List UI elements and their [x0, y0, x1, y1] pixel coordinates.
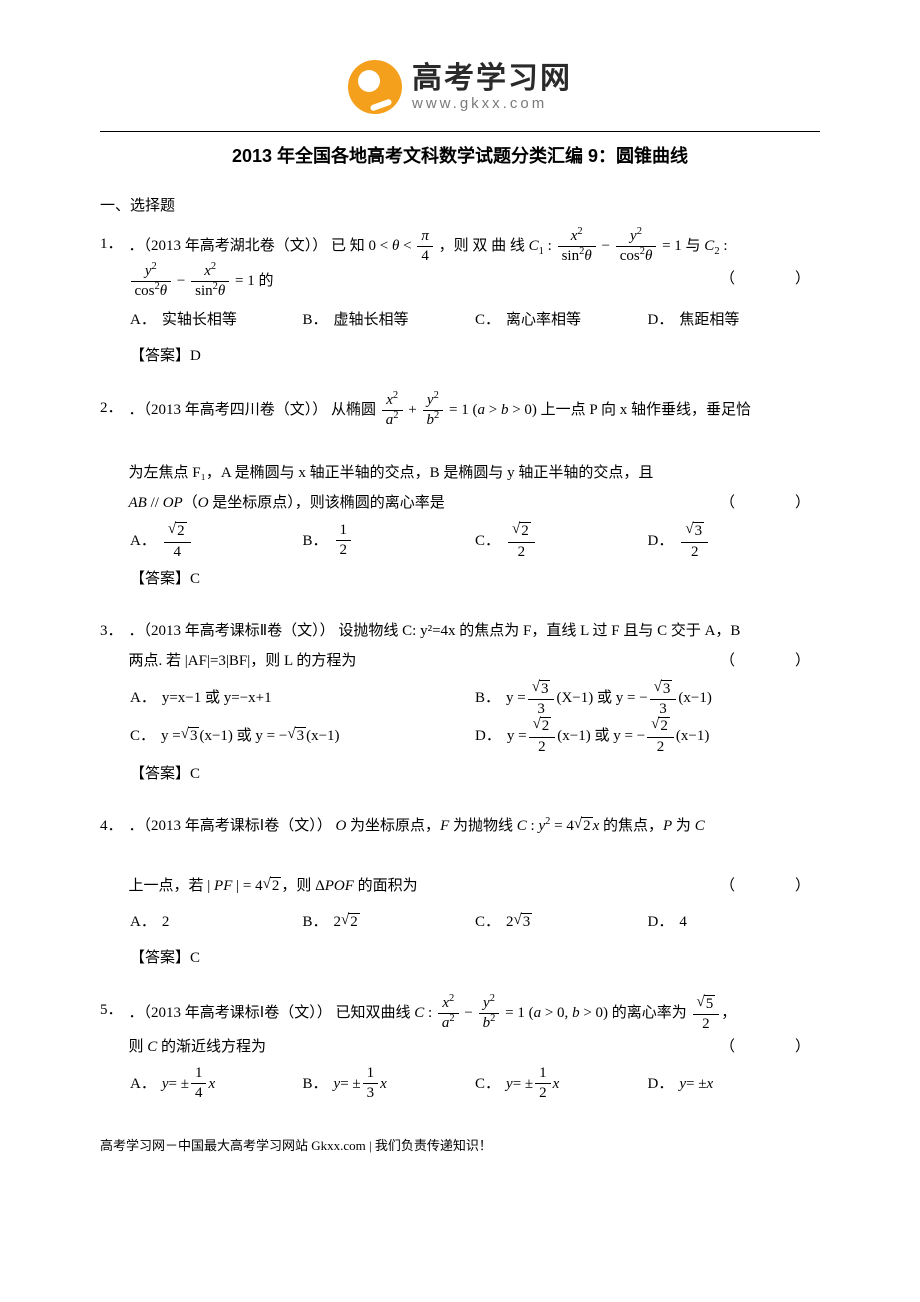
option-c: C． √22 — [475, 522, 648, 560]
page-title: 2013 年全国各地高考文科数学试题分类汇编 9：圆锥曲线 — [100, 142, 820, 168]
answer-blank: （ ） — [720, 488, 820, 518]
option-b: B． y = ± 13x — [303, 1066, 476, 1101]
options: A．2 B．2√2 C．2√3 D．4 — [130, 905, 820, 939]
question-body: ．（2013 年高考课标Ⅰ卷（文）） O 为坐标原点，F 为抛物线 C : y2… — [129, 811, 820, 901]
logo-title: 高考学习网 — [412, 64, 572, 94]
options: A． √24 B． 12 C． √22 D． √32 — [130, 522, 820, 560]
question-number: 3． — [100, 616, 123, 646]
logo-url: www.gkxx.com — [412, 96, 572, 111]
header-rule — [100, 131, 820, 132]
question-number: 4． — [100, 811, 123, 841]
answer-blank: （ ） — [720, 871, 820, 901]
option-d: D．4 — [648, 905, 821, 939]
option-d: D． y = √22(x−1) 或 y = −√22(x−1) — [475, 717, 820, 755]
option-b: B．2√2 — [303, 905, 476, 939]
option-c: C．离心率相等 — [475, 303, 648, 337]
question-body: ．（2013 年高考课标Ⅰ卷（文）） 已知双曲线 C : x2a2 − y2b2… — [129, 995, 820, 1063]
question-2: 2． ．（2013 年高考四川卷（文）） 从椭圆 x2a2 + y2b2 = 1… — [100, 393, 820, 594]
question-body: ．（2013 年高考湖北卷（文）） 已 知 0 < θ < π4 ，则 双 曲 … — [129, 229, 820, 299]
option-a: A．2 — [130, 905, 303, 939]
question-source: ．（2013 年高考四川卷（文）） — [129, 402, 328, 418]
question-4: 4． ．（2013 年高考课标Ⅰ卷（文）） O 为坐标原点，F 为抛物线 C :… — [100, 811, 820, 973]
options: A．实轴长相等 B．虚轴长相等 C．离心率相等 D．焦距相等 — [130, 303, 820, 337]
option-a: A． y = ± 14x — [130, 1066, 303, 1101]
question-5: 5． ．（2013 年高考课标Ⅰ卷（文）） 已知双曲线 C : x2a2 − y… — [100, 995, 820, 1102]
question-source: ．（2013 年高考课标Ⅰ卷（文）） — [129, 1005, 332, 1021]
answer: 【答案】D — [130, 341, 820, 371]
question-source: ．（2013 年高考课标Ⅰ卷（文）） — [129, 818, 332, 834]
question-body: ．（2013 年高考课标Ⅱ卷（文）） 设抛物线 C: y²=4x 的焦点为 F，… — [129, 616, 820, 676]
answer-blank: （ ） — [720, 264, 820, 294]
option-a: A．实轴长相等 — [130, 303, 303, 337]
question-number: 1． — [100, 229, 123, 259]
answer-blank: （ ） — [720, 646, 820, 676]
option-d: D．焦距相等 — [648, 303, 821, 337]
options: A． y = ± 14x B． y = ± 13x C． y = ± 12x D… — [130, 1066, 820, 1101]
section-heading: 一、选择题 — [100, 194, 820, 215]
option-b: B． y = √33(X−1) 或 y = −√33(x−1) — [475, 680, 820, 718]
option-d: D． √32 — [648, 522, 821, 560]
option-c: C． y = √3(x−1) 或 y = −√3(x−1) — [130, 717, 475, 755]
question-body: ．（2013 年高考四川卷（文）） 从椭圆 x2a2 + y2b2 = 1 (a… — [129, 393, 820, 518]
question-source: ．（2013 年高考湖北卷（文）） — [129, 238, 328, 254]
question-1: 1． ．（2013 年高考湖北卷（文）） 已 知 0 < θ < π4 ，则 双… — [100, 229, 820, 371]
question-source: ．（2013 年高考课标Ⅱ卷（文）） — [129, 623, 335, 639]
question-number: 5． — [100, 995, 123, 1025]
logo-icon — [348, 60, 402, 114]
options: A．y=x−1 或 y=−x+1 B． y = √33(X−1) 或 y = −… — [130, 680, 820, 755]
option-d: D． y = ± x — [648, 1066, 821, 1101]
answer-blank: （ ） — [720, 1032, 820, 1062]
answer: 【答案】C — [130, 759, 820, 789]
option-b: B．虚轴长相等 — [303, 303, 476, 337]
question-3: 3． ．（2013 年高考课标Ⅱ卷（文）） 设抛物线 C: y²=4x 的焦点为… — [100, 616, 820, 789]
option-a: A．y=x−1 或 y=−x+1 — [130, 680, 475, 718]
question-number: 2． — [100, 393, 123, 423]
page-footer: 高考学习网－中国最大高考学习网站 Gkxx.com | 我们负责传递知识！ — [100, 1135, 820, 1154]
answer: 【答案】C — [130, 943, 820, 973]
option-c: C．2√3 — [475, 905, 648, 939]
header-logo: 高考学习网 www.gkxx.com — [100, 60, 820, 119]
option-c: C． y = ± 12x — [475, 1066, 648, 1101]
option-b: B． 12 — [303, 522, 476, 560]
answer: 【答案】C — [130, 564, 820, 594]
page: 高考学习网 www.gkxx.com 2013 年全国各地高考文科数学试题分类汇… — [0, 0, 920, 1194]
option-a: A． √24 — [130, 522, 303, 560]
